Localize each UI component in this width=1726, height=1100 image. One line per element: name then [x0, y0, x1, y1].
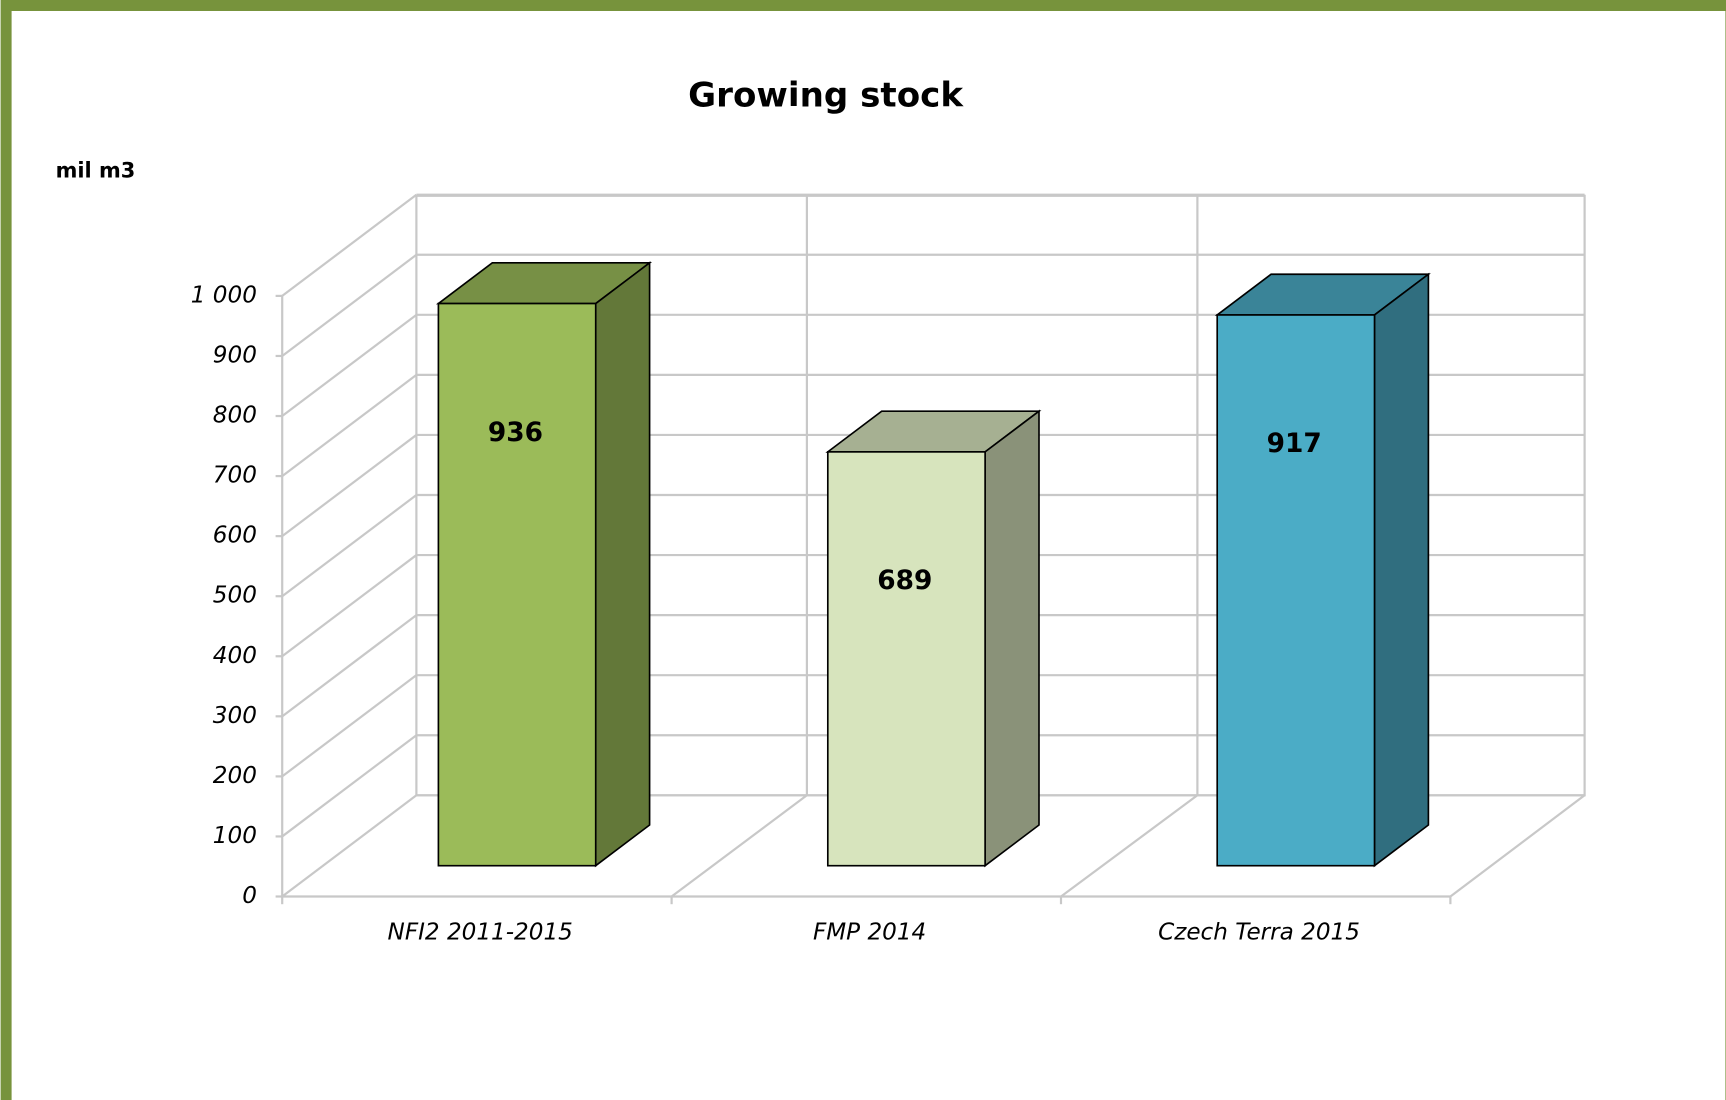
- chart-title: Growing stock: [688, 75, 964, 115]
- y-tick-label: 800: [213, 403, 257, 429]
- y-tick-label: 0: [242, 883, 257, 909]
- grid-line: [281, 374, 418, 477]
- y-tick-label: 400: [213, 643, 257, 669]
- grid-line: [281, 554, 418, 658]
- grid-line: [281, 434, 418, 538]
- y-tick-label: 700: [213, 463, 257, 489]
- y-tick-label: 300: [213, 703, 257, 729]
- data-label: 689: [877, 565, 932, 596]
- grid-line: [281, 313, 418, 417]
- y-tick-label: 600: [213, 523, 257, 549]
- x-tick-label: NFI2 2011-2015: [388, 919, 573, 945]
- bar: [437, 302, 597, 867]
- floor-divider: [1060, 794, 1199, 898]
- y-tick-label: 500: [213, 583, 257, 609]
- bar: [826, 451, 986, 867]
- x-tick-label: Czech Terra 2015: [1158, 919, 1360, 945]
- grid-line: [281, 494, 418, 598]
- y-tick-label: 900: [213, 342, 257, 368]
- bar-side: [1373, 272, 1430, 868]
- y-axis-label: mil m3: [56, 159, 136, 183]
- bar-side: [594, 261, 651, 868]
- grid-line: [281, 253, 418, 357]
- grid-line: [281, 614, 418, 718]
- floor-divider: [670, 794, 808, 898]
- grid-line: [281, 193, 418, 297]
- bar: [1216, 314, 1376, 867]
- grid-line: [281, 734, 418, 838]
- floor-edge: [1449, 794, 1586, 898]
- grid-line: [281, 674, 418, 778]
- y-tick-label: 100: [213, 823, 257, 849]
- y-tick-label: 200: [213, 763, 257, 789]
- grid-line: [281, 794, 418, 898]
- data-label: 917: [1267, 428, 1322, 459]
- bar-side: [984, 409, 1040, 868]
- x-tick-label: FMP 2014: [813, 919, 926, 945]
- y-tick-label: 1 000: [191, 282, 257, 308]
- data-label: 936: [488, 417, 543, 448]
